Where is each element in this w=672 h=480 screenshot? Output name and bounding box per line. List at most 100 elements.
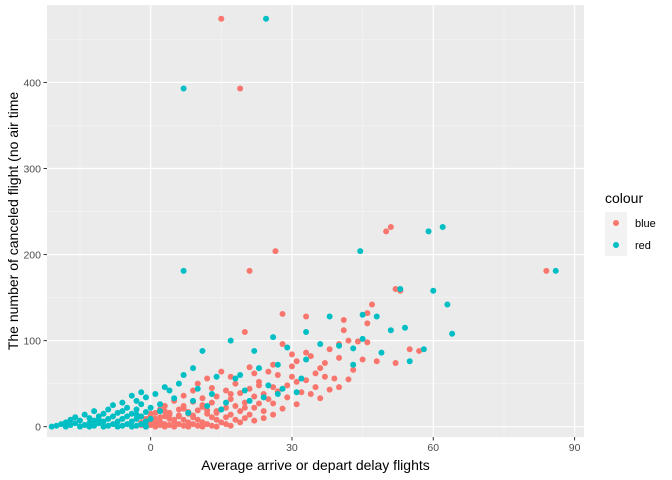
data-point-red [147, 404, 154, 411]
data-point-blue [293, 378, 300, 385]
data-point-red [218, 406, 225, 413]
data-point-blue [161, 403, 168, 410]
data-point-red [199, 347, 206, 354]
data-point-blue [204, 421, 211, 428]
data-point-blue [246, 267, 253, 274]
data-points [48, 15, 559, 430]
data-point-blue [199, 423, 206, 430]
data-point-red [152, 390, 159, 397]
data-point-red [119, 399, 126, 406]
data-point-red [185, 409, 192, 416]
data-point-blue [392, 359, 399, 366]
data-point-blue [331, 375, 338, 382]
data-point-red [237, 372, 244, 379]
data-point-red [397, 285, 404, 292]
data-point-blue [260, 415, 267, 422]
data-point-blue [227, 396, 234, 403]
y-axis-title: The number of canceled flight (no air ti… [5, 92, 21, 351]
data-point-blue [232, 416, 239, 423]
data-point-blue [279, 310, 286, 317]
data-point-red [133, 406, 140, 413]
data-point-red [223, 399, 229, 406]
data-point-red [180, 85, 187, 92]
data-point-blue [204, 375, 211, 382]
data-point-red [265, 382, 272, 389]
data-point-blue [406, 346, 413, 353]
data-point-red [357, 248, 364, 255]
data-point-blue [194, 407, 201, 414]
x-tick-label: 60 [427, 442, 439, 454]
data-point-red [204, 403, 211, 410]
data-point-red [213, 373, 220, 380]
data-point-blue [237, 85, 244, 92]
data-point-blue [237, 408, 244, 415]
data-point-red [133, 422, 140, 429]
data-point-red [48, 423, 55, 430]
data-point-blue [251, 370, 258, 377]
data-point-blue [194, 380, 201, 387]
data-point-red [336, 342, 343, 349]
data-point-blue [175, 406, 182, 413]
data-point-blue [185, 423, 192, 430]
data-point-red [241, 387, 248, 394]
data-point-blue [246, 364, 253, 371]
data-point-red [114, 423, 121, 430]
data-point-red [378, 349, 385, 356]
legend-label-blue: blue [635, 218, 656, 230]
x-tick-label: 30 [286, 442, 298, 454]
data-point-red [138, 413, 145, 420]
data-point-red [105, 406, 112, 413]
data-point-red [161, 384, 168, 391]
data-point-red [387, 327, 394, 334]
data-point-blue [293, 358, 300, 365]
data-point-blue [223, 421, 229, 428]
data-point-blue [270, 400, 277, 407]
data-point-blue [303, 377, 310, 384]
data-point-red [81, 411, 88, 418]
data-point-red [270, 334, 277, 341]
data-point-red [449, 330, 456, 337]
data-point-blue [227, 411, 234, 418]
data-point-blue [147, 421, 154, 428]
data-point-blue [293, 401, 300, 408]
data-point-red [227, 337, 234, 344]
data-point-red [260, 394, 267, 401]
data-point-red [133, 415, 140, 422]
data-point-blue [227, 373, 234, 380]
data-point-blue [157, 421, 164, 428]
data-point-red [100, 410, 107, 417]
data-point-blue [208, 414, 215, 421]
data-point-blue [303, 313, 310, 320]
data-point-blue [336, 384, 343, 391]
data-point-red [133, 411, 140, 418]
data-point-red [81, 421, 88, 428]
data-point-blue [199, 419, 206, 426]
data-point-blue [284, 382, 291, 389]
x-axis-ticks: 0 30 60 90 [148, 437, 581, 454]
data-point-red [109, 402, 116, 409]
data-point-red [76, 423, 83, 430]
data-point-blue [213, 416, 220, 423]
data-point-red [147, 415, 154, 422]
data-point-blue [161, 423, 168, 430]
data-point-red [425, 228, 432, 235]
data-point-red [91, 408, 98, 415]
data-point-red [194, 385, 201, 392]
data-point-blue [157, 414, 164, 421]
data-point-blue [364, 310, 371, 317]
data-point-red [138, 401, 145, 408]
data-point-blue [392, 285, 399, 292]
data-point-red [180, 267, 187, 274]
data-point-blue [199, 402, 206, 409]
data-point-red [444, 301, 451, 308]
data-point-red [180, 372, 187, 379]
data-point-blue [288, 373, 295, 380]
data-point-blue [161, 408, 168, 415]
data-point-blue [340, 327, 347, 334]
data-point-red [274, 361, 281, 368]
data-point-blue [345, 337, 352, 344]
data-point-blue [237, 390, 244, 397]
x-axis-title: Average arrive or depart delay flights [201, 457, 430, 473]
data-point-red [128, 418, 135, 425]
data-point-red [232, 375, 239, 382]
